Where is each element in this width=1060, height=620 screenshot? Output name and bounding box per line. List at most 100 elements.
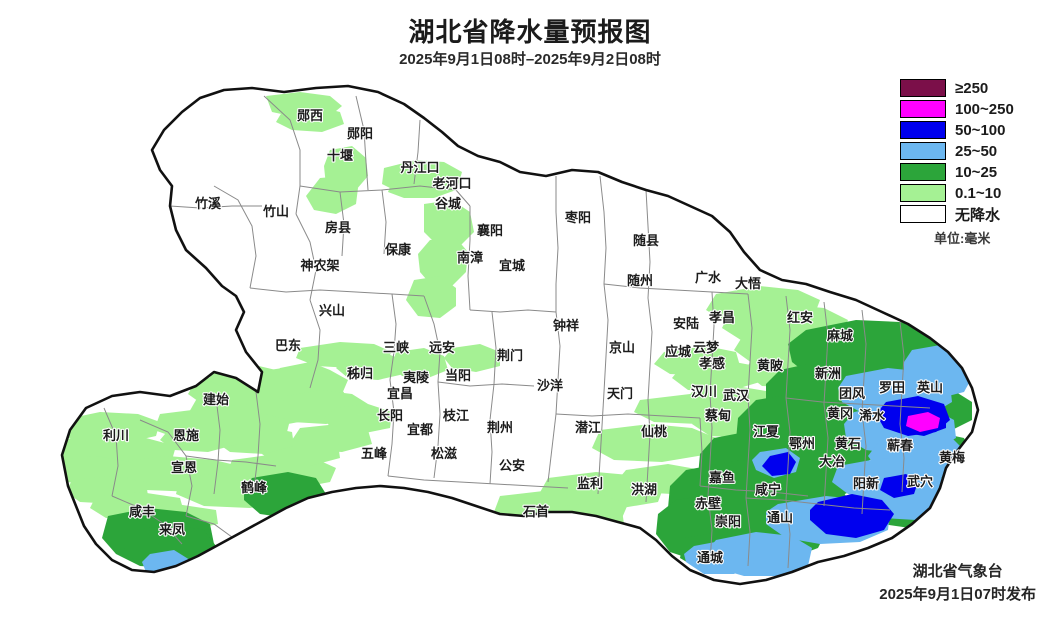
issuing-agency-credit: 湖北省气象台 2025年9月1日07时发布: [879, 560, 1036, 607]
county-label: 崇阳: [715, 514, 741, 529]
county-label: 洪湖: [631, 482, 657, 497]
county-label: 蔡甸: [704, 408, 731, 423]
county-label: 宜昌: [387, 386, 413, 401]
legend-item: 25~50: [900, 141, 1050, 161]
county-label: 安陆: [673, 316, 699, 331]
county-label: 罗田: [879, 380, 905, 395]
precipitation-legend: ≥250 100~250 50~100 25~50 10~25 0.1~10 无降水 单位:…: [900, 78, 1050, 247]
legend-item: 50~100: [900, 120, 1050, 140]
county-label: 来凤: [158, 522, 185, 537]
county-label: 阳新: [853, 476, 879, 491]
county-label: 红安: [787, 310, 813, 325]
county-label: 枝江: [442, 408, 469, 423]
legend-unit-label: 单位:毫米: [934, 231, 991, 246]
legend-swatch: [900, 79, 946, 97]
legend-item: 0.1~10: [900, 183, 1050, 203]
county-label: 南漳: [457, 250, 483, 265]
county-label: 汉川: [691, 384, 717, 399]
county-label: 大悟: [735, 276, 761, 291]
legend-item: 10~25: [900, 162, 1050, 182]
county-label: 孝昌: [708, 310, 735, 325]
county-label: 五峰: [361, 446, 388, 461]
county-label: 神农架: [300, 258, 339, 273]
county-label: 新洲: [815, 366, 841, 381]
county-label: 京山: [609, 340, 635, 355]
county-label: 江夏: [753, 424, 780, 439]
county-label: 襄阳: [476, 223, 503, 238]
county-label: 麻城: [826, 328, 853, 343]
county-label: 黄陂: [757, 358, 784, 373]
agency-name: 湖北省气象台: [912, 562, 1003, 580]
precip-band-100-250: [906, 412, 940, 432]
county-label: 鹤峰: [241, 480, 268, 495]
county-label: 潜江: [575, 420, 601, 435]
county-label: 丹江口: [400, 160, 439, 175]
legend-label: 0.1~10: [955, 184, 1002, 202]
legend-label: 无降水: [955, 206, 1001, 224]
page-title: 湖北省降水量预报图: [408, 17, 652, 47]
province-outline: [60, 84, 980, 586]
county-label: 仙桃: [641, 424, 667, 439]
county-label: 竹溪: [194, 196, 222, 211]
county-label: 巴东: [275, 338, 301, 353]
county-label: 谷城: [435, 196, 461, 211]
county-label: 建始: [203, 392, 229, 407]
legend-swatch: [900, 205, 946, 223]
legend-label: 50~100: [955, 121, 1006, 139]
county-label: 夷陵: [403, 370, 430, 385]
county-label: 蕲春: [887, 438, 914, 453]
legend-label: 100~250: [955, 100, 1014, 118]
county-label: 监利: [577, 476, 603, 491]
county-label: 郧西: [297, 108, 323, 123]
legend-item: 100~250: [900, 99, 1050, 119]
legend-item: 无降水: [900, 204, 1050, 224]
county-label: 荆门: [497, 348, 523, 363]
county-label: 黄梅: [939, 450, 965, 465]
county-label: 当阳: [445, 368, 471, 383]
legend-swatch: [900, 142, 946, 160]
county-label: 随县: [633, 233, 659, 248]
county-label: 英山: [916, 380, 943, 395]
county-label: 宜城: [499, 258, 525, 273]
legend-label: 25~50: [955, 142, 998, 160]
county-label: 保康: [384, 242, 412, 257]
county-label: 枣阳: [564, 210, 591, 225]
county-label: 公安: [499, 458, 525, 473]
legend-label: 10~25: [955, 163, 998, 181]
county-label: 松滋: [431, 446, 457, 461]
county-label: 黄冈: [827, 406, 853, 421]
legend-swatch: [900, 184, 946, 202]
county-label: 应城: [665, 344, 691, 359]
county-boundaries: [103, 95, 931, 569]
county-label: 黄石: [835, 436, 861, 451]
county-label: 恩施: [173, 428, 199, 443]
county-label: 鄂州: [789, 436, 815, 451]
county-label: 通山: [767, 510, 793, 525]
county-label: 三峡: [383, 340, 410, 355]
county-label: 浠水: [859, 408, 886, 423]
county-label: 武汉: [723, 388, 750, 403]
county-label: 房县: [325, 220, 351, 235]
legend-swatch: [900, 163, 946, 181]
county-label: 咸宁: [755, 482, 781, 497]
forecast-period-subtitle: 2025年9月1日08时–2025年9月2日08时: [399, 51, 661, 68]
legend-item: ≥250: [900, 78, 1050, 98]
county-label: 嘉鱼: [708, 470, 735, 485]
county-label: 长阳: [377, 408, 403, 423]
county-label: 云梦: [693, 340, 720, 355]
county-label: 沙洋: [537, 378, 563, 393]
county-label: 钟祥: [553, 318, 579, 333]
county-label: 团风: [839, 386, 865, 401]
county-label: 老河口: [431, 176, 471, 191]
county-label: 赤壁: [695, 496, 721, 511]
legend-swatch: [900, 121, 946, 139]
county-label: 大冶: [819, 454, 845, 469]
county-label: 石首: [522, 504, 549, 519]
county-label: 通城: [697, 550, 723, 565]
county-label: 秭归: [347, 366, 373, 381]
county-label: 宜都: [407, 422, 433, 437]
legend-label: ≥250: [955, 79, 989, 97]
